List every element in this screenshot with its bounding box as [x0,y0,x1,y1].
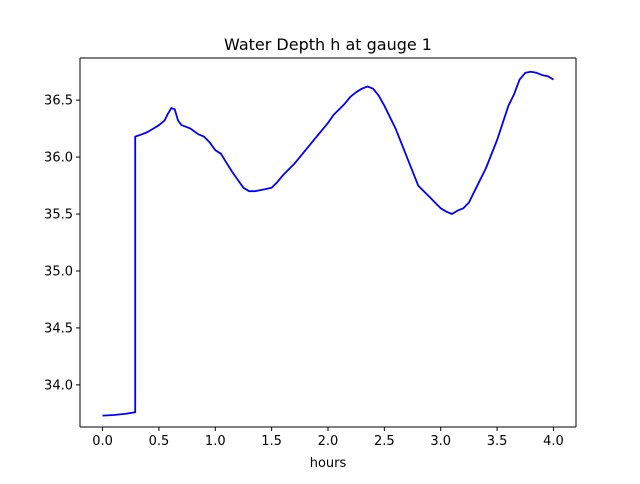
x-tick-label: 2.5 [374,434,395,449]
chart-title: Water Depth h at gauge 1 [224,35,432,54]
x-tick-label: 0.5 [149,434,170,449]
x-axis-ticks: 0.0 0.5 1.0 1.5 2.0 2.5 3.0 3.5 4.0 [92,427,564,449]
y-tick-label: 35.5 [44,208,73,223]
x-tick-label: 3.0 [430,434,451,449]
plot-area [80,58,576,427]
x-tick-label: 0.0 [92,434,113,449]
y-tick-label: 36.5 [44,94,73,109]
x-tick-label: 1.5 [261,434,282,449]
x-tick-label: 3.5 [487,434,508,449]
x-tick-label: 4.0 [543,434,564,449]
x-tick-label: 1.0 [205,434,226,449]
y-tick-label: 34.0 [44,378,73,393]
y-axis-ticks: 34.0 34.5 35.0 35.5 36.0 36.5 [44,94,80,393]
series-line [102,70,554,417]
series-layer [102,70,554,417]
y-tick-label: 34.5 [44,321,73,336]
y-tick-label: 36.0 [44,151,73,166]
y-tick-label: 35.0 [44,264,73,279]
x-tick-label: 2.0 [318,434,339,449]
x-axis-label: hours [310,456,347,471]
